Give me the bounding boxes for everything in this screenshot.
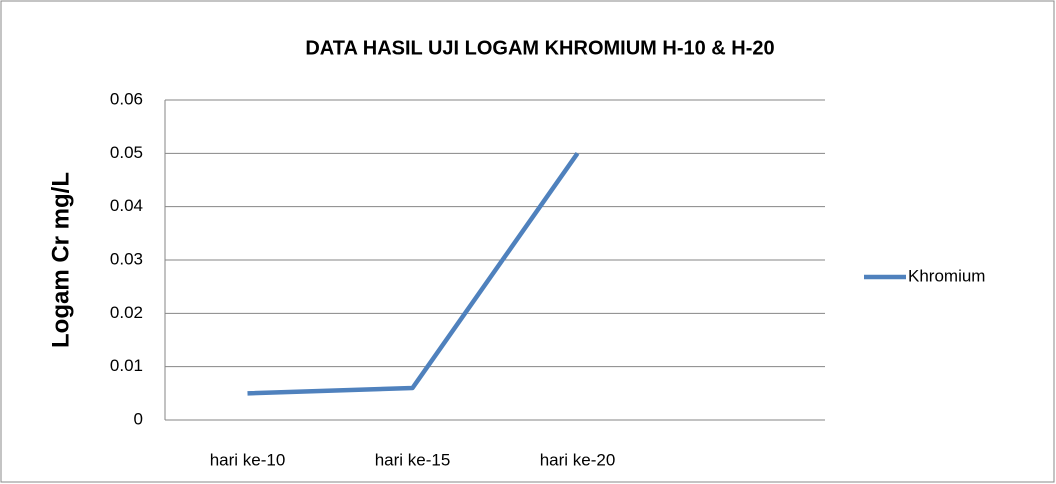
y-tick-label: 0.04 [110,196,143,215]
chart-title: DATA HASIL UJI LOGAM KHROMIUM H-10 & H-2… [305,37,774,59]
x-tick-label: hari ke-15 [375,450,451,469]
y-tick-label: 0.05 [110,143,143,162]
y-tick-label: 0.03 [110,249,143,268]
y-tick-label: 0.06 [110,89,143,108]
y-tick-label: 0.01 [110,356,143,375]
data-line [247,152,580,396]
x-tick-label: hari ke-10 [210,450,286,469]
y-axis-label: Logam Cr mg/L [47,172,74,348]
y-tick-label: 0 [134,409,143,428]
x-tick-label: hari ke-20 [540,450,616,469]
legend-label: Khromium [908,266,985,285]
y-tick-label: 0.02 [110,303,143,322]
